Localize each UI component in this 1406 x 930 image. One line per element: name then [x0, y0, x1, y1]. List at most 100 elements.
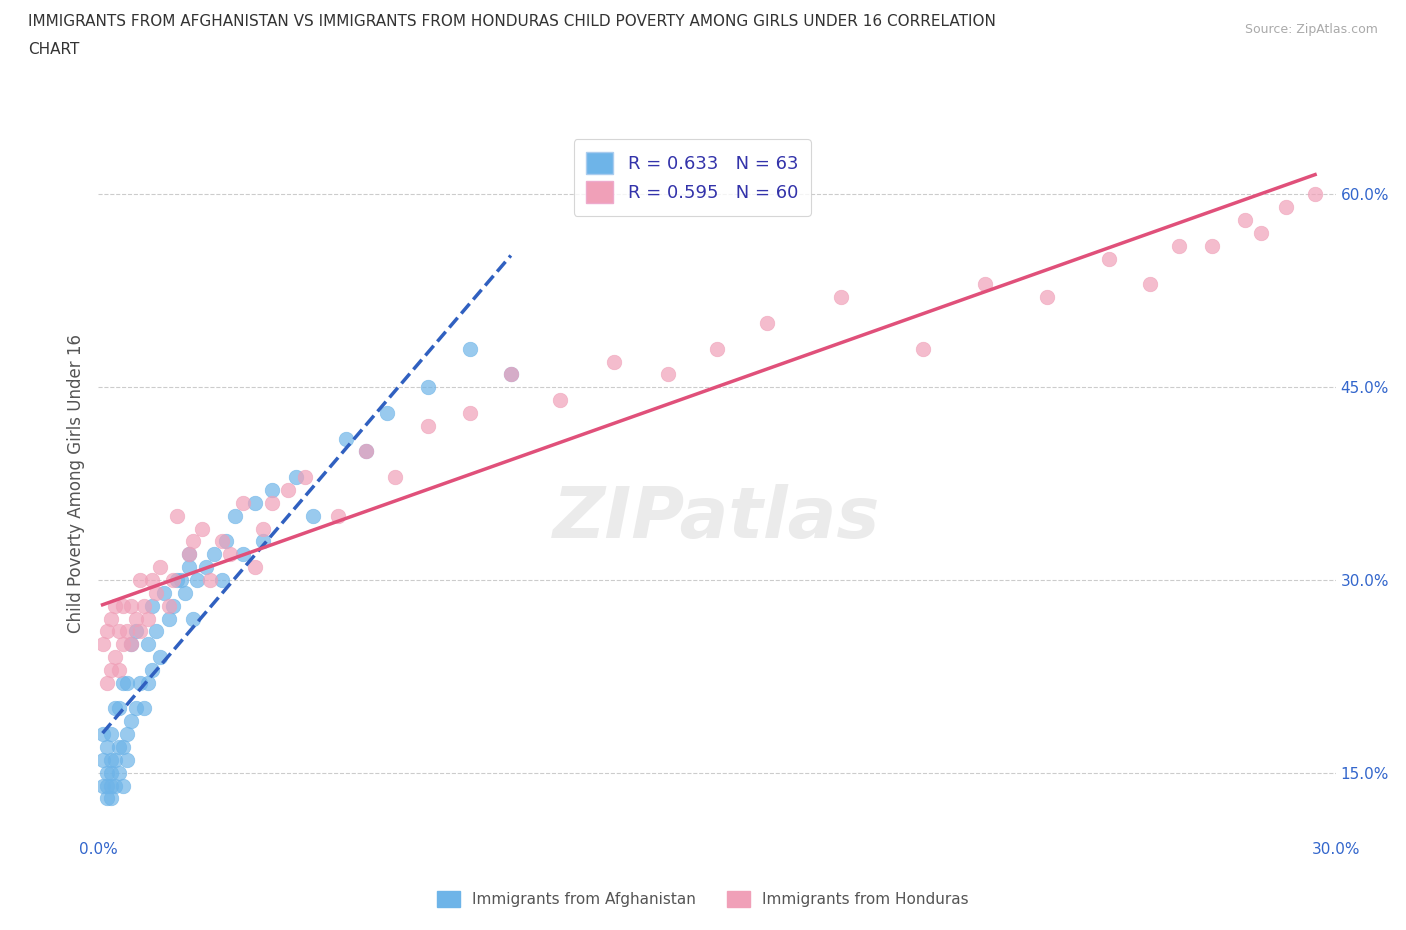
Point — [96, 739, 118, 754]
Point — [458, 341, 481, 356]
Point — [104, 778, 127, 793]
Point — [132, 701, 155, 716]
Point — [179, 560, 201, 575]
Point — [104, 650, 127, 665]
Point — [104, 752, 127, 767]
Point — [179, 547, 201, 562]
Point — [100, 752, 122, 767]
Point — [1250, 226, 1272, 241]
Point — [912, 341, 935, 356]
Point — [108, 701, 131, 716]
Point — [706, 341, 728, 356]
Point — [100, 662, 122, 677]
Point — [384, 470, 406, 485]
Point — [174, 585, 197, 600]
Point — [157, 598, 180, 613]
Point — [136, 675, 159, 690]
Point — [162, 598, 184, 613]
Point — [100, 611, 122, 626]
Point — [117, 752, 139, 767]
Point — [1201, 238, 1223, 253]
Point — [277, 483, 299, 498]
Point — [458, 405, 481, 420]
Point — [499, 367, 522, 382]
Point — [418, 379, 440, 394]
Point — [91, 752, 114, 767]
Point — [243, 560, 266, 575]
Point — [128, 624, 150, 639]
Point — [132, 598, 155, 613]
Point — [202, 547, 225, 562]
Point — [149, 560, 172, 575]
Point — [603, 354, 626, 369]
Text: IMMIGRANTS FROM AFGHANISTAN VS IMMIGRANTS FROM HONDURAS CHILD POVERTY AMONG GIRL: IMMIGRANTS FROM AFGHANISTAN VS IMMIGRANT… — [28, 14, 995, 29]
Legend: Immigrants from Afghanistan, Immigrants from Honduras: Immigrants from Afghanistan, Immigrants … — [432, 884, 974, 913]
Point — [252, 521, 274, 536]
Point — [145, 585, 167, 600]
Point — [232, 547, 254, 562]
Point — [91, 637, 114, 652]
Point — [136, 611, 159, 626]
Point — [215, 534, 238, 549]
Point — [112, 739, 135, 754]
Point — [108, 624, 131, 639]
Point — [198, 573, 221, 588]
Point — [120, 714, 142, 729]
Point — [91, 778, 114, 793]
Point — [326, 509, 349, 524]
Point — [96, 675, 118, 690]
Point — [1303, 187, 1326, 202]
Point — [100, 778, 122, 793]
Point — [104, 701, 127, 716]
Point — [96, 778, 118, 793]
Point — [224, 509, 246, 524]
Point — [375, 405, 398, 420]
Point — [124, 624, 146, 639]
Point — [136, 637, 159, 652]
Y-axis label: Child Poverty Among Girls Under 16: Child Poverty Among Girls Under 16 — [66, 334, 84, 633]
Point — [100, 791, 122, 806]
Point — [294, 470, 316, 485]
Point — [181, 534, 204, 549]
Point — [108, 739, 131, 754]
Point — [112, 637, 135, 652]
Point — [117, 624, 139, 639]
Point — [657, 367, 679, 382]
Point — [356, 444, 378, 458]
Point — [141, 573, 163, 588]
Point — [974, 277, 997, 292]
Point — [252, 534, 274, 549]
Text: ZIPatlas: ZIPatlas — [554, 485, 880, 553]
Point — [179, 547, 201, 562]
Point — [1139, 277, 1161, 292]
Point — [166, 509, 188, 524]
Point — [96, 624, 118, 639]
Point — [1098, 251, 1121, 266]
Point — [149, 650, 172, 665]
Point — [124, 701, 146, 716]
Point — [117, 726, 139, 741]
Point — [120, 637, 142, 652]
Point — [190, 521, 212, 536]
Point — [128, 675, 150, 690]
Point — [260, 496, 283, 511]
Point — [302, 509, 325, 524]
Point — [1036, 290, 1059, 305]
Point — [285, 470, 308, 485]
Point — [1233, 213, 1256, 228]
Point — [186, 573, 208, 588]
Point — [112, 778, 135, 793]
Point — [145, 624, 167, 639]
Point — [162, 573, 184, 588]
Point — [108, 765, 131, 780]
Point — [1275, 200, 1298, 215]
Text: CHART: CHART — [28, 42, 80, 57]
Point — [120, 598, 142, 613]
Point — [96, 765, 118, 780]
Point — [96, 791, 118, 806]
Point — [157, 611, 180, 626]
Point — [108, 662, 131, 677]
Point — [112, 675, 135, 690]
Point — [120, 637, 142, 652]
Point — [128, 573, 150, 588]
